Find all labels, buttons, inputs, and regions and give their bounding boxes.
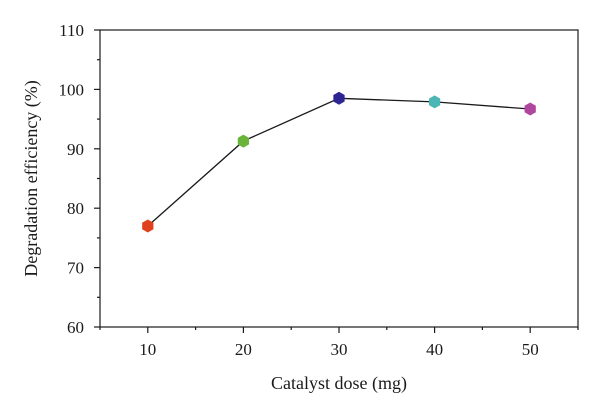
y-tick-label: 90 bbox=[67, 140, 84, 159]
y-axis-ticks bbox=[94, 29, 100, 328]
x-tick-label: 50 bbox=[522, 340, 539, 359]
x-tick-label: 10 bbox=[139, 340, 156, 359]
x-axis-title: Catalyst dose (mg) bbox=[271, 373, 407, 394]
y-tick-label: 80 bbox=[67, 199, 84, 218]
plot-area-border bbox=[99, 29, 579, 328]
x-tick-label: 20 bbox=[235, 340, 252, 359]
data-point bbox=[428, 95, 441, 109]
x-axis-tick-labels: 10 20 30 40 50 bbox=[139, 340, 538, 359]
data-point bbox=[142, 219, 154, 233]
data-markers bbox=[142, 91, 536, 233]
x-tick-label: 30 bbox=[331, 340, 348, 359]
y-tick-label: 100 bbox=[59, 80, 85, 99]
data-point bbox=[524, 102, 536, 116]
plot-frame bbox=[99, 29, 579, 328]
data-point bbox=[333, 91, 345, 105]
x-axis-ticks bbox=[99, 327, 579, 333]
y-tick-label: 70 bbox=[67, 259, 84, 278]
y-axis-tick-labels: 60 70 80 90 100 110 bbox=[59, 21, 85, 337]
y-axis-title: Degradation efficiency (%) bbox=[21, 80, 42, 277]
data-point bbox=[237, 134, 250, 148]
x-tick-label: 40 bbox=[426, 340, 443, 359]
series-line bbox=[147, 97, 531, 227]
y-tick-label: 110 bbox=[59, 21, 84, 40]
y-tick-label: 60 bbox=[67, 318, 84, 337]
